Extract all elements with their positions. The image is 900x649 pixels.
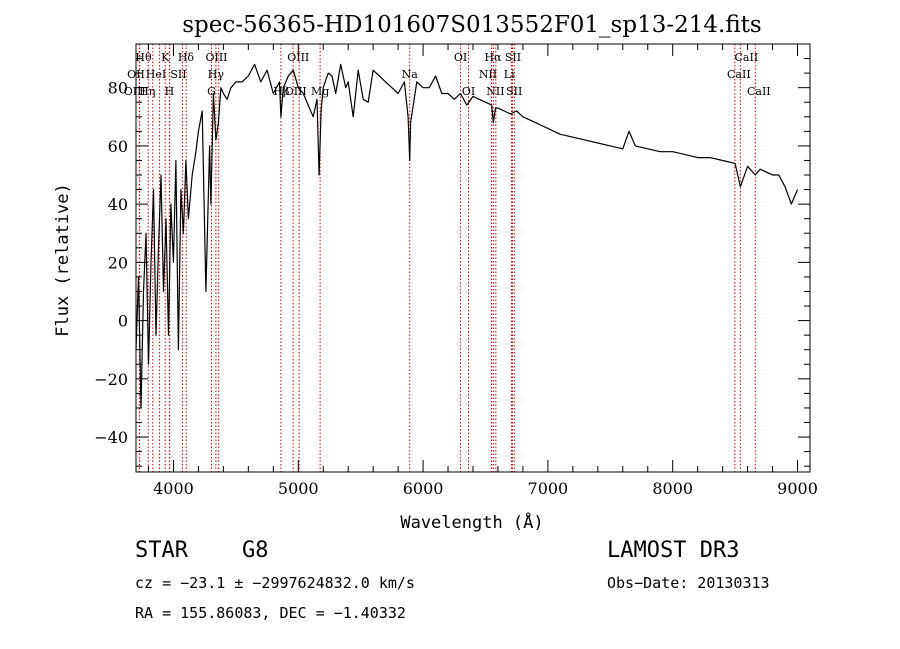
emission-line-markers bbox=[138, 44, 756, 472]
y-tick-label-80: 80 bbox=[108, 79, 128, 98]
line-label-20: G bbox=[207, 85, 216, 98]
line-label-6: Hα bbox=[484, 51, 502, 64]
spectrum-chart: 4000 5000 6000 7000 8000 9000−40−20020406080 … bbox=[53, 12, 818, 533]
line-label-11: SII bbox=[170, 68, 186, 81]
line-label-16: CaII bbox=[727, 68, 751, 81]
x-tick-label-9000: 9000 bbox=[777, 479, 818, 498]
line-label-3: OIII bbox=[205, 51, 227, 64]
x-axis-label: Wavelength (Å) bbox=[400, 511, 543, 533]
line-label-19: H bbox=[165, 85, 175, 98]
line-label-23: Mg bbox=[311, 85, 329, 98]
line-label-25: NII bbox=[486, 85, 504, 98]
x-tick-label-8000: 8000 bbox=[652, 479, 693, 498]
series-flux bbox=[135, 63, 799, 409]
line-label-4: OIII bbox=[287, 51, 309, 64]
line-label-9: OII bbox=[127, 68, 145, 81]
line-label-17: OIII bbox=[124, 85, 146, 98]
object-type: STAR bbox=[135, 538, 188, 563]
line-label-5: OI bbox=[454, 51, 467, 64]
x-tick-label-6000: 6000 bbox=[403, 479, 444, 498]
object-subclass: G8 bbox=[242, 538, 269, 563]
line-label-1: K bbox=[161, 51, 170, 64]
y-tick-label--20: −20 bbox=[94, 370, 128, 389]
plot-frame bbox=[135, 43, 811, 473]
line-label-27: CaII bbox=[747, 85, 771, 98]
x-tick-label-4000: 4000 bbox=[153, 479, 194, 498]
redshift-velocity: cz = −23.1 ± −2997624832.0 km/s bbox=[135, 574, 415, 592]
y-tick-label--40: −40 bbox=[94, 428, 128, 447]
y-axis-label: Flux (relative) bbox=[53, 183, 73, 337]
line-label-15: Li bbox=[504, 68, 515, 81]
y-tick-label-40: 40 bbox=[108, 195, 128, 214]
x-tick-label-7000: 7000 bbox=[528, 479, 569, 498]
line-label-2: Hδ bbox=[178, 51, 195, 64]
y-tick-label-20: 20 bbox=[108, 253, 128, 272]
line-label-8: CaII bbox=[735, 51, 759, 64]
x-tick-label-5000: 5000 bbox=[278, 479, 319, 498]
ra-dec-coordinates: RA = 155.86083, DEC = −1.40332 bbox=[135, 604, 406, 622]
line-label-14: NII bbox=[479, 68, 497, 81]
line-label-24: OI bbox=[462, 85, 475, 98]
line-label-10: HeI bbox=[146, 68, 166, 81]
line-label-7: SII bbox=[505, 51, 521, 64]
spectrum-series bbox=[135, 63, 799, 409]
y-tick-label-60: 60 bbox=[108, 137, 128, 156]
line-label-21: Hβ bbox=[273, 85, 289, 98]
observation-date: Obs−Date: 20130313 bbox=[607, 574, 770, 592]
chart-title: spec-56365-HD101607S013552F01_sp13-214.f… bbox=[182, 12, 761, 38]
y-tick-label-0: 0 bbox=[118, 312, 128, 331]
axes: 4000 5000 6000 7000 8000 9000 −40 −20 0 20 40 60 80 bbox=[94, 43, 818, 498]
line-label-22: OIII bbox=[285, 85, 307, 98]
line-label-13: Na bbox=[402, 68, 419, 81]
line-label-18: Hη bbox=[139, 85, 155, 98]
line-label-12: Hγ bbox=[208, 68, 225, 81]
survey-name: LAMOST DR3 bbox=[607, 538, 740, 563]
line-label-0: Hθ bbox=[135, 51, 152, 64]
line-label-26: SII bbox=[506, 85, 522, 98]
